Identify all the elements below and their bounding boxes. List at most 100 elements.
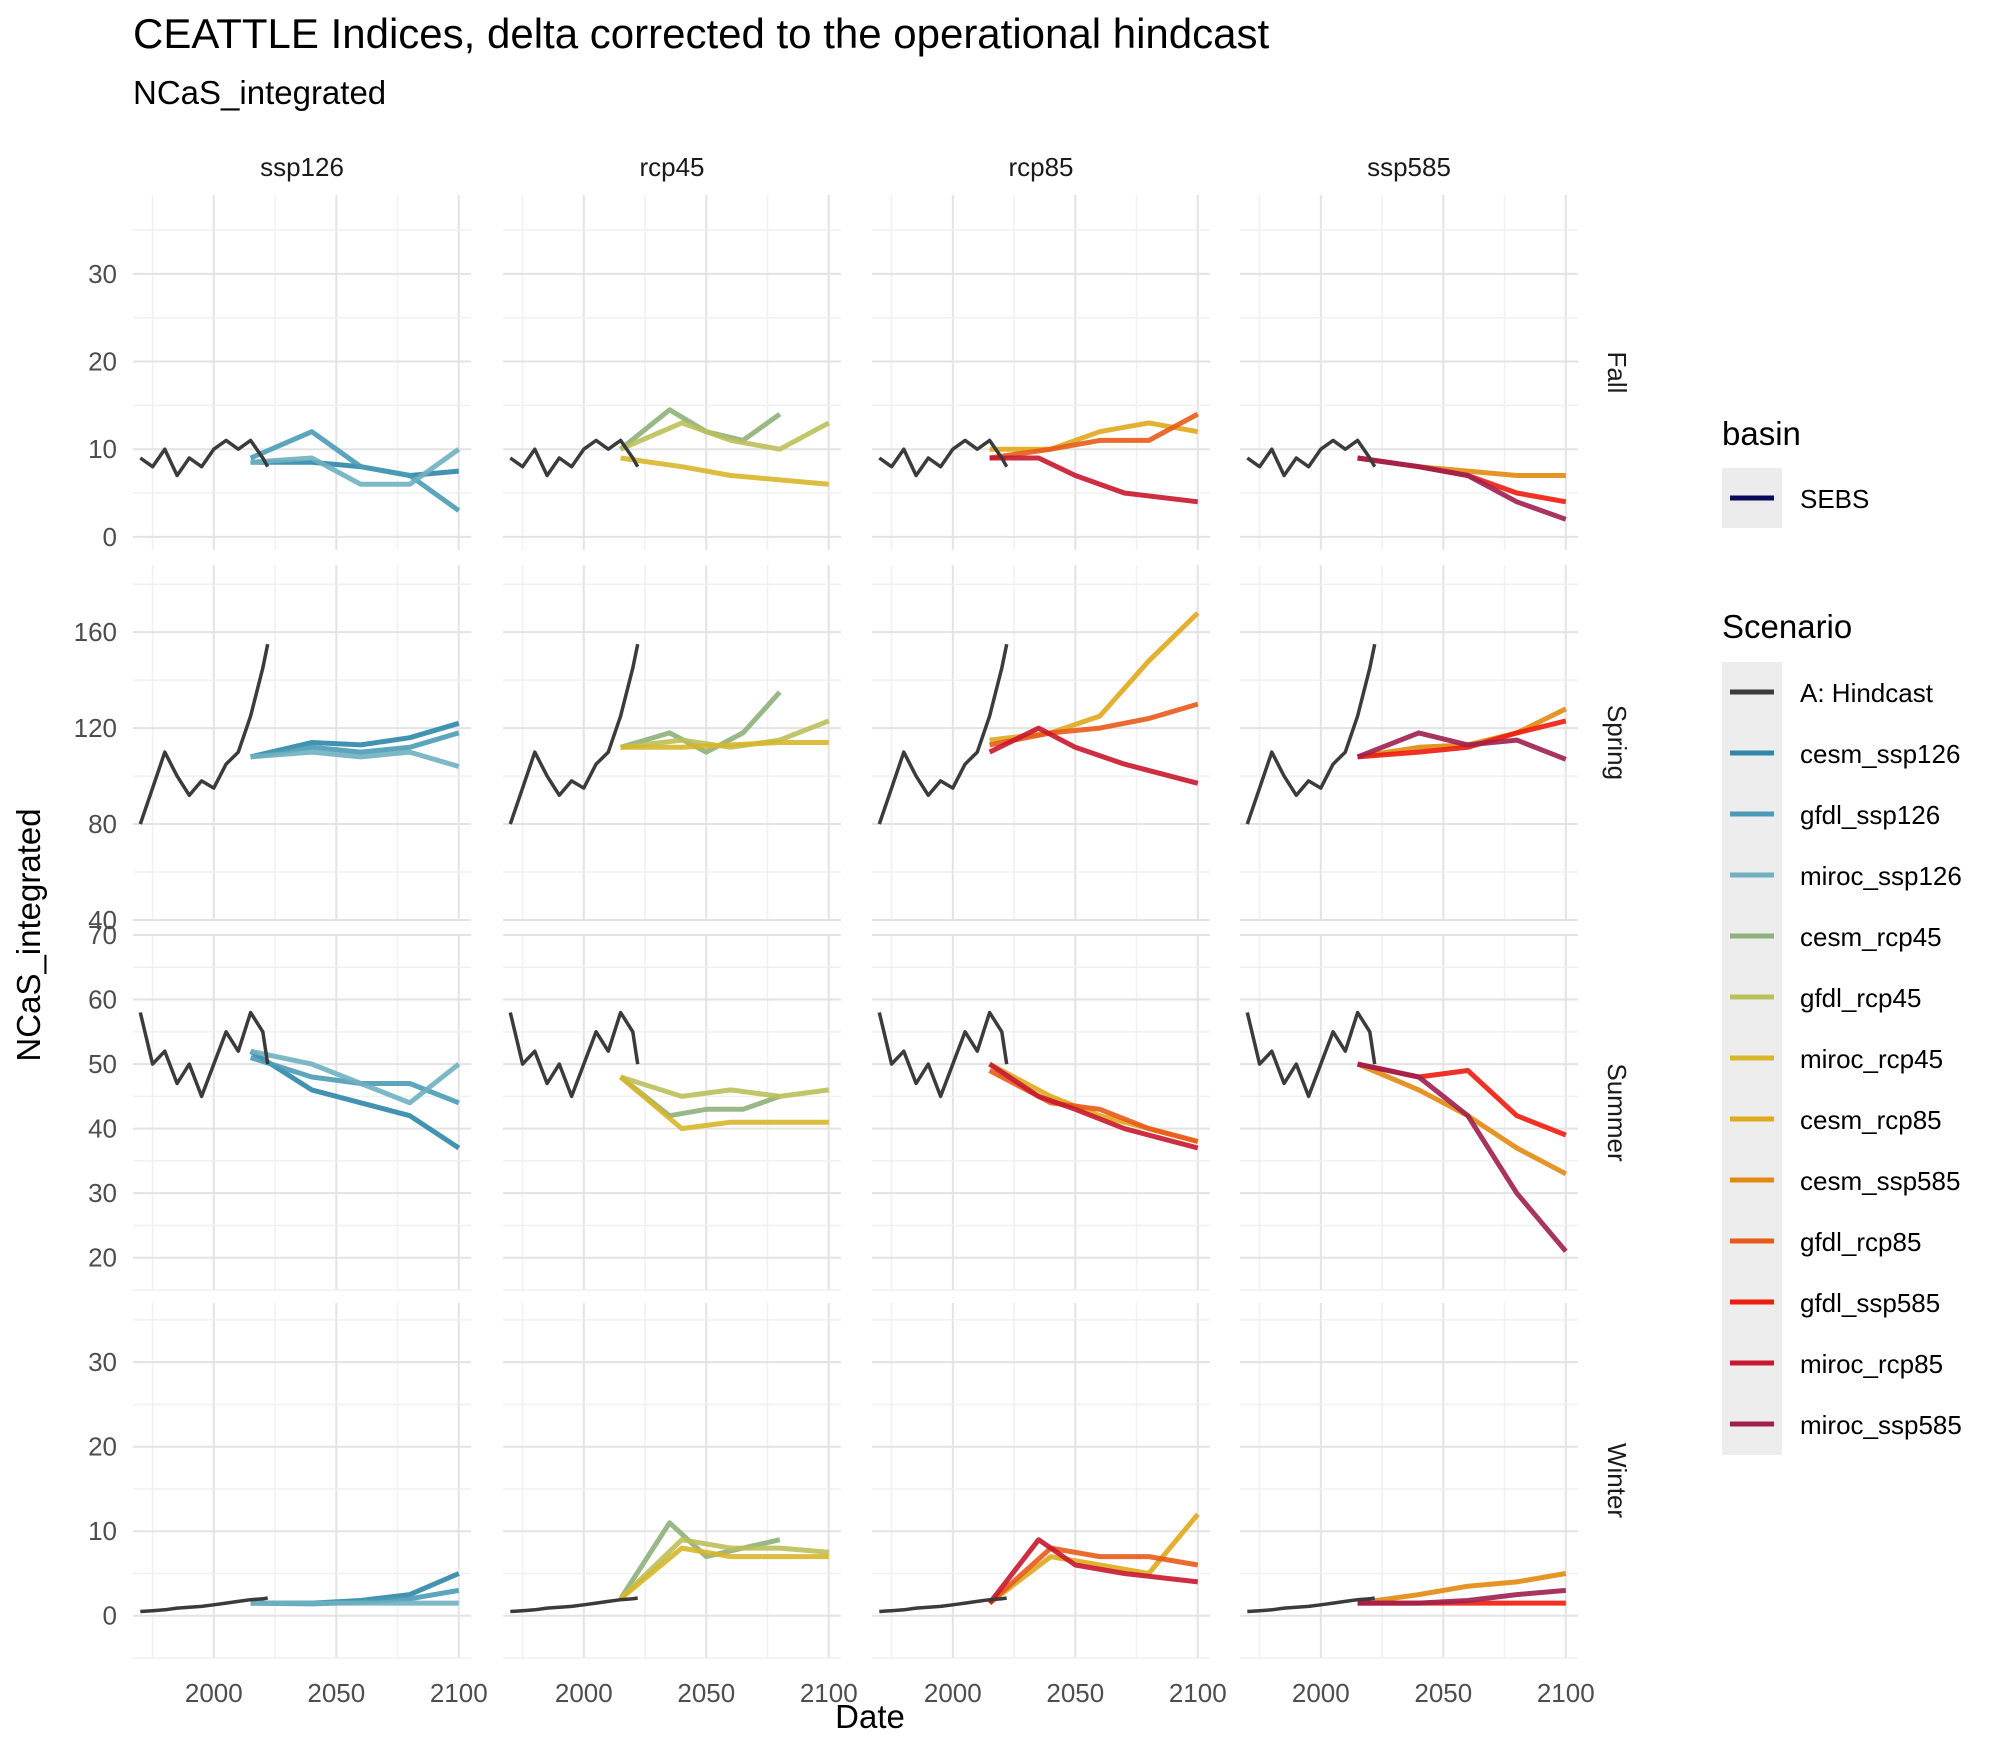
- series-line-cesm_ssp585-summer: [1356, 1061, 1567, 1177]
- series-line-miroc_ssp585-winter: [1357, 1587, 1567, 1606]
- y-tick-label: 30: [88, 259, 117, 289]
- series-line-hindcast-ssp585-fall: [1246, 438, 1377, 478]
- series-line-cesm_ssp126-winter: [250, 1571, 460, 1606]
- series-line-hindcast-ssp585-winter: [1247, 1596, 1375, 1614]
- series-line-miroc_ssp585-summer: [1357, 1061, 1568, 1253]
- series-line-hindcast-rcp45-winter: [510, 1596, 638, 1614]
- x-tick-label: 2100: [1537, 1678, 1595, 1708]
- series-line-cesm_rcp85-summer: [988, 1061, 1199, 1144]
- series-line-miroc_rcp85-summer: [988, 1062, 1199, 1151]
- y-tick-label: 0: [103, 1601, 117, 1631]
- series-line-miroc_rcp85-winter: [987, 1537, 1199, 1605]
- legend-item-gfdl-ssp126: gfdl_ssp126: [1800, 800, 1940, 830]
- series-line-gfdl_rcp85-spring: [989, 701, 1199, 748]
- y-tick-label: 0: [103, 522, 117, 552]
- y-tick-label: 50: [88, 1049, 117, 1079]
- y-tick-label: 40: [88, 905, 117, 935]
- y-tick-label: 80: [88, 809, 117, 839]
- series-line-cesm_ssp126-spring: [250, 720, 460, 760]
- facet-strip-summer: Summer: [1602, 1063, 1632, 1162]
- y-tick-label: 60: [88, 985, 117, 1015]
- y-tick-label: 30: [88, 1347, 117, 1377]
- y-tick-label: 40: [88, 1114, 117, 1144]
- y-axis-title: NCaS_integrated: [10, 808, 47, 1061]
- x-tick-label: 2050: [1414, 1678, 1472, 1708]
- y-tick-label: 20: [88, 347, 117, 377]
- x-tick-label: 2000: [555, 1678, 613, 1708]
- series-line-miroc_rcp45-winter: [619, 1545, 829, 1601]
- y-tick-label: 10: [88, 1516, 117, 1546]
- x-tick-label: 2050: [307, 1678, 365, 1708]
- series-line-hindcast-rcp45-spring: [508, 643, 640, 825]
- series-line-hindcast-ssp126-summer: [138, 1010, 270, 1099]
- series-line-hindcast-rcp45-summer: [508, 1010, 640, 1099]
- legend-item-miroc-ssp126: miroc_ssp126: [1800, 861, 1962, 891]
- series-line-hindcast-rcp85-fall: [878, 438, 1009, 478]
- x-tick-label: 2050: [677, 1678, 735, 1708]
- facet-strip-ssp126: ssp126: [260, 152, 344, 182]
- chart-title: CEATTLE Indices, delta corrected to the …: [133, 10, 1270, 57]
- y-tick-label: 120: [74, 713, 117, 743]
- legend-item-cesm-ssp126: cesm_ssp126: [1800, 739, 1960, 769]
- series-line-hindcast-ssp126-spring: [138, 643, 270, 825]
- facet-strip-fall: Fall: [1602, 352, 1632, 394]
- series-line-cesm_ssp126-summer: [249, 1049, 461, 1151]
- facet-strip-spring: Spring: [1602, 705, 1632, 780]
- x-axis-title: Date: [835, 1698, 905, 1735]
- series-line-cesm_rcp45-winter: [618, 1520, 781, 1601]
- series-line-gfdl_ssp126-fall: [249, 429, 461, 513]
- series-line-hindcast-ssp585-spring: [1245, 643, 1377, 825]
- series-line-hindcast-rcp85-summer: [877, 1010, 1009, 1099]
- facet-strip-winter: Winter: [1602, 1443, 1632, 1518]
- series-line-hindcast-ssp126-fall: [139, 438, 270, 478]
- facet-strip-rcp85: rcp85: [1008, 152, 1073, 182]
- legend-item-miroc-rcp45: miroc_rcp45: [1800, 1044, 1943, 1074]
- legend-item-cesm-rcp45: cesm_rcp45: [1800, 922, 1942, 952]
- series-line-gfdl_rcp85-fall: [989, 411, 1199, 461]
- series-line-miroc_ssp585-spring: [1356, 730, 1567, 762]
- series-line-hindcast-rcp85-spring: [877, 643, 1009, 825]
- x-tick-label: 2100: [800, 1678, 858, 1708]
- series-line-miroc_ssp126-summer: [250, 1048, 461, 1106]
- series-line-cesm_ssp585-winter: [1357, 1571, 1567, 1606]
- x-tick-label: 2000: [1292, 1678, 1350, 1708]
- legend-item-cesm-ssp585: cesm_ssp585: [1800, 1166, 1960, 1196]
- x-tick-label: 2050: [1046, 1678, 1104, 1708]
- series-line-miroc_ssp126-fall: [250, 447, 461, 487]
- series-line-cesm_rcp45-spring: [619, 690, 782, 755]
- series-line-hindcast-rcp45-fall: [509, 438, 640, 478]
- series-line-miroc_rcp85-fall: [989, 455, 1199, 505]
- y-tick-label: 160: [74, 617, 117, 647]
- series-line-hindcast-rcp85-winter: [879, 1596, 1007, 1614]
- series-line-cesm_rcp85-winter: [988, 1512, 1200, 1606]
- x-tick-label: 2100: [430, 1678, 488, 1708]
- series-line-gfdl_rcp45-winter: [618, 1537, 830, 1601]
- legend-item-gfdl-ssp585: gfdl_ssp585: [1800, 1288, 1940, 1318]
- facet-strip-ssp585: ssp585: [1367, 152, 1451, 182]
- chart-subtitle: NCaS_integrated: [133, 74, 387, 111]
- y-tick-label: 10: [88, 434, 117, 464]
- legend-title-scenario: Scenario: [1722, 608, 1852, 645]
- legend-title-basin: basin: [1722, 415, 1801, 452]
- y-tick-label: 30: [88, 1178, 117, 1208]
- x-tick-label: 2100: [1169, 1678, 1227, 1708]
- legend-item-miroc-rcp85: miroc_rcp85: [1800, 1349, 1943, 1379]
- series-line-hindcast-ssp126-winter: [140, 1596, 268, 1614]
- series-line-miroc_ssp585-fall: [1357, 455, 1567, 522]
- series-line-miroc_rcp85-spring: [988, 725, 1199, 786]
- y-tick-label: 70: [88, 920, 117, 950]
- series-line-miroc_rcp45-spring: [620, 740, 829, 750]
- series-line-hindcast-ssp585-summer: [1245, 1010, 1377, 1099]
- legend-item-a-hindcast: A: Hindcast: [1800, 678, 1934, 708]
- series-line-miroc_rcp45-fall: [620, 455, 830, 487]
- x-tick-label: 2000: [924, 1678, 982, 1708]
- series-line-gfdl_rcp85-winter: [987, 1545, 1199, 1605]
- series-line-gfdl_ssp126-spring: [250, 730, 460, 760]
- series-line-cesm_rcp85-fall: [989, 420, 1199, 452]
- series-line-gfdl_rcp45-summer: [619, 1074, 830, 1099]
- x-tick-label: 2000: [185, 1678, 243, 1708]
- y-tick-label: 20: [88, 1432, 117, 1462]
- legend-item-sebs: SEBS: [1800, 484, 1869, 514]
- y-tick-label: 20: [88, 1243, 117, 1273]
